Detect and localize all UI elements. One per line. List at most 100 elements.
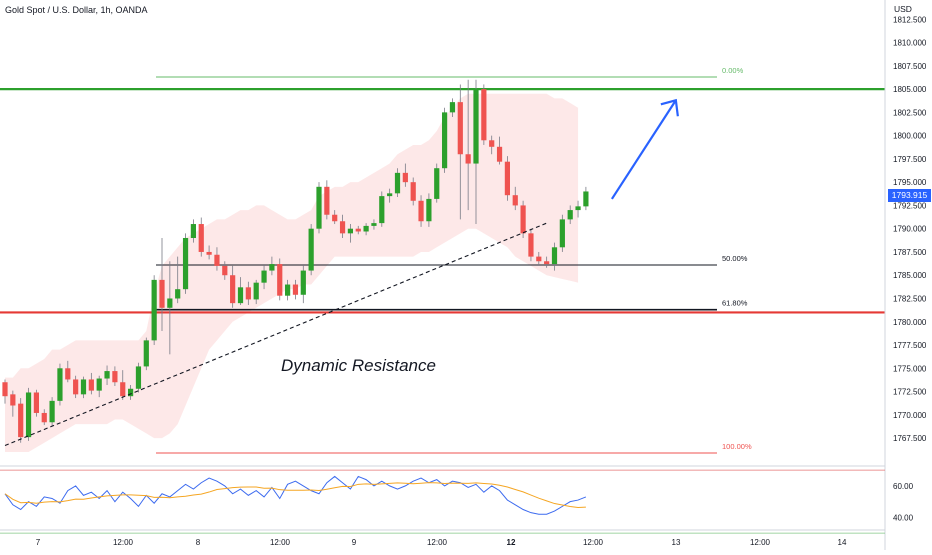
price-tick: 1792.500 bbox=[893, 201, 927, 210]
price-tick: 1805.000 bbox=[893, 85, 927, 94]
candle-body bbox=[159, 279, 165, 308]
candle bbox=[536, 251, 542, 266]
candle-body bbox=[394, 172, 401, 194]
candle bbox=[143, 337, 149, 371]
time-tick: 12 bbox=[507, 538, 516, 547]
candle bbox=[387, 188, 393, 203]
candle-body bbox=[496, 146, 503, 162]
candle bbox=[18, 398, 24, 443]
candle bbox=[135, 362, 142, 393]
candle-body bbox=[33, 392, 39, 413]
candle bbox=[269, 256, 275, 276]
candle bbox=[300, 265, 306, 304]
candle-body bbox=[269, 264, 275, 271]
candle bbox=[496, 136, 503, 165]
candle-body bbox=[481, 89, 487, 141]
price-tick: 1785.000 bbox=[893, 271, 927, 280]
candle bbox=[112, 366, 118, 386]
candle-body bbox=[73, 379, 79, 395]
fib-label: 61.80% bbox=[722, 299, 748, 308]
fib-label: 50.00% bbox=[722, 254, 748, 263]
candle-body bbox=[536, 256, 542, 262]
candle bbox=[261, 265, 267, 290]
candle-body bbox=[371, 223, 377, 226]
price-tick: 1800.000 bbox=[893, 132, 927, 141]
price-tick: 1767.500 bbox=[893, 434, 927, 443]
candle-body bbox=[206, 251, 212, 255]
candle-body bbox=[261, 270, 267, 283]
candle-body bbox=[104, 371, 110, 379]
candle-body bbox=[10, 394, 16, 406]
price-tick: 1812.500 bbox=[893, 15, 927, 24]
candle-body bbox=[128, 388, 134, 397]
candle-body bbox=[120, 382, 126, 397]
candle-body bbox=[426, 198, 432, 222]
forecast-arrowhead bbox=[660, 98, 679, 117]
candle-body bbox=[65, 368, 71, 380]
candle bbox=[245, 281, 251, 306]
candle bbox=[57, 363, 63, 406]
candle-body bbox=[198, 224, 204, 252]
candle-body bbox=[583, 191, 589, 207]
price-tick: 1777.500 bbox=[893, 341, 927, 350]
candle-body bbox=[355, 228, 361, 232]
candle bbox=[363, 223, 369, 236]
candle bbox=[481, 84, 487, 145]
candle bbox=[551, 242, 558, 271]
candle bbox=[49, 397, 55, 426]
candle-body bbox=[473, 89, 479, 164]
candle-body bbox=[245, 287, 251, 300]
candle bbox=[442, 107, 448, 173]
time-tick: 12:00 bbox=[113, 538, 134, 547]
candle-body bbox=[112, 371, 118, 383]
candle bbox=[544, 256, 550, 268]
candle-body bbox=[96, 378, 102, 391]
candle-body bbox=[214, 254, 220, 266]
price-tick: 1810.000 bbox=[893, 39, 927, 48]
rsi-line bbox=[4, 475, 587, 515]
time-tick: 14 bbox=[838, 538, 847, 547]
candle-body bbox=[347, 228, 353, 234]
candle-body bbox=[551, 247, 558, 265]
price-tick: 1787.500 bbox=[893, 248, 927, 257]
candle-body bbox=[442, 112, 448, 169]
candle bbox=[96, 375, 102, 398]
price-tick: 1782.500 bbox=[893, 294, 927, 303]
time-tick: 12:00 bbox=[270, 538, 291, 547]
candle-body bbox=[402, 172, 408, 183]
candle-body bbox=[41, 412, 47, 423]
candle bbox=[25, 387, 32, 441]
candle bbox=[128, 385, 134, 400]
candle bbox=[41, 409, 47, 426]
candle-body bbox=[88, 379, 94, 391]
candle-body bbox=[418, 200, 424, 222]
candle bbox=[528, 228, 534, 262]
rsi-tick: 60.00 bbox=[893, 482, 914, 491]
candle-body bbox=[567, 210, 573, 220]
candle-body bbox=[253, 282, 259, 300]
candle bbox=[2, 379, 8, 404]
candle-body bbox=[230, 275, 236, 304]
candle bbox=[151, 275, 157, 346]
time-tick: 13 bbox=[672, 538, 681, 547]
candle-body bbox=[167, 298, 173, 308]
candle bbox=[457, 84, 463, 220]
price-tick: 1807.500 bbox=[893, 62, 927, 71]
candle bbox=[10, 390, 16, 417]
candle-body bbox=[379, 196, 385, 224]
candle-body bbox=[575, 206, 581, 211]
candle bbox=[559, 214, 565, 252]
candle bbox=[73, 375, 79, 399]
candle bbox=[402, 163, 408, 187]
candle bbox=[339, 214, 346, 238]
candle bbox=[80, 376, 87, 399]
price-tick: 1802.500 bbox=[893, 108, 927, 117]
candle bbox=[292, 279, 299, 300]
candle-body bbox=[434, 168, 440, 199]
candle bbox=[473, 79, 479, 225]
candle bbox=[520, 200, 526, 238]
candle-body bbox=[80, 379, 87, 395]
currency-label: USD bbox=[894, 4, 912, 14]
